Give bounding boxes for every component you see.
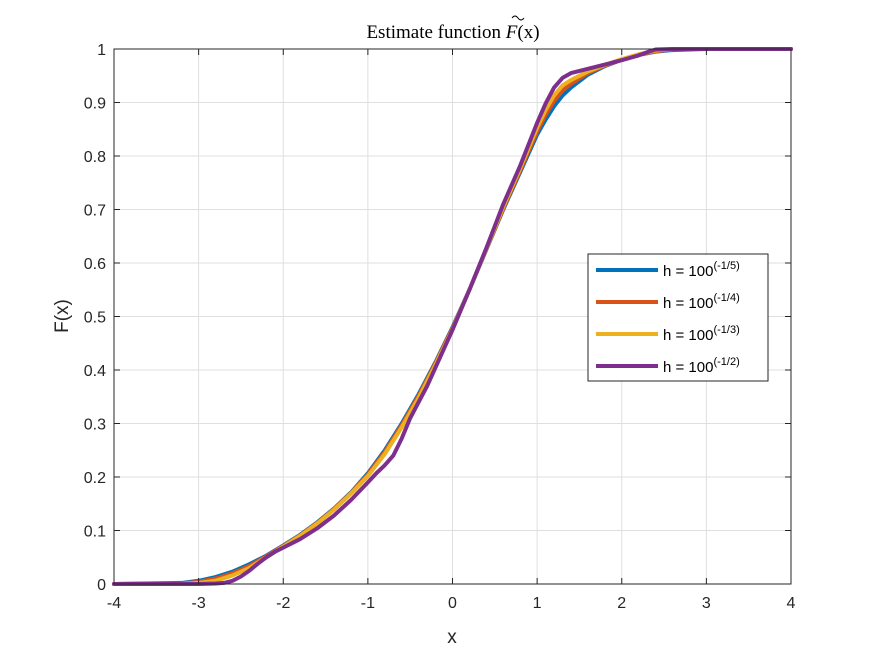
chart-title: Estimate function F(x) bbox=[366, 22, 539, 43]
x-tick-labels: -4 -3 -2 -1 0 1 2 3 4 bbox=[107, 595, 796, 612]
title-tilde-mark bbox=[511, 15, 525, 21]
x-tick-label: 0 bbox=[448, 595, 457, 612]
legend-label-base: h = 100 bbox=[663, 295, 713, 312]
y-tick-label: 0.7 bbox=[84, 203, 106, 220]
tick-marks bbox=[113, 48, 792, 585]
legend-label-exponent: (-1/5) bbox=[713, 260, 739, 272]
y-axis-label: F(x) bbox=[52, 299, 73, 333]
y-tick-label: 0 bbox=[97, 577, 106, 594]
series-layer bbox=[112, 47, 793, 586]
legend-label-exponent: (-1/2) bbox=[713, 356, 739, 368]
x-tick-label: -3 bbox=[192, 595, 206, 612]
x-tick-label: 2 bbox=[617, 595, 626, 612]
legend-label-4: h = 100(-1/2) bbox=[663, 356, 740, 376]
y-tick-label: 0.1 bbox=[84, 524, 106, 541]
legend: h = 100(-1/5)h = 100(-1/4)h = 100(-1/3)h… bbox=[587, 253, 769, 382]
x-tick-label: 3 bbox=[702, 595, 711, 612]
legend-label-exponent: (-1/3) bbox=[713, 324, 739, 336]
y-tick-label: 0.5 bbox=[84, 310, 106, 327]
y-tick-labels: 0 0.1 0.2 0.3 0.4 0.5 0.6 0.7 0.8 0.9 1 bbox=[84, 42, 106, 594]
y-tick-label: 0.2 bbox=[84, 470, 106, 487]
x-tick-label: 4 bbox=[787, 595, 796, 612]
y-tick-label: 0.8 bbox=[84, 149, 106, 166]
y-tick-label: 0.4 bbox=[84, 363, 106, 380]
x-tick-label: -1 bbox=[361, 595, 375, 612]
y-tick-label: 0.9 bbox=[84, 96, 106, 113]
legend-box bbox=[587, 253, 769, 382]
x-tick-label: -4 bbox=[107, 595, 121, 612]
y-tick-label: 0.3 bbox=[84, 417, 106, 434]
series-line-4 bbox=[112, 47, 793, 586]
x-tick-label: 1 bbox=[533, 595, 542, 612]
legend-label-1: h = 100(-1/5) bbox=[663, 260, 740, 280]
x-tick-label: -2 bbox=[276, 595, 290, 612]
legend-label-base: h = 100 bbox=[663, 327, 713, 344]
x-axis-label: x bbox=[447, 627, 457, 648]
legend-label-exponent: (-1/4) bbox=[713, 292, 739, 304]
y-tick-label: 1 bbox=[97, 42, 106, 59]
legend-label-3: h = 100(-1/3) bbox=[663, 324, 740, 344]
legend-label-base: h = 100 bbox=[663, 263, 713, 280]
legend-label-base: h = 100 bbox=[663, 359, 713, 376]
y-tick-label: 0.6 bbox=[84, 256, 106, 273]
legend-label-2: h = 100(-1/4) bbox=[663, 292, 740, 312]
